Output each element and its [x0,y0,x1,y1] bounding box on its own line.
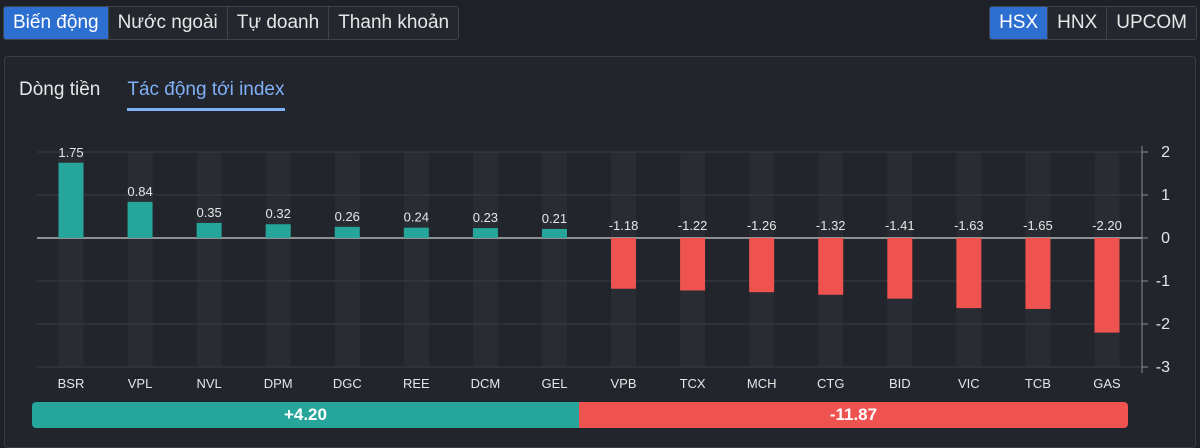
bar-bid [887,238,913,299]
exchange-tabs: HSX HNX UPCOM [989,6,1197,40]
category-label: DGC [333,376,362,391]
bar-vpl [127,201,153,238]
category-label: GAS [1093,376,1121,391]
value-label: -1.18 [609,218,639,233]
value-label: 1.75 [58,145,83,160]
bar-nvl [196,222,222,238]
column-band [403,152,429,367]
subtab-tac-dong-index[interactable]: Tác động tới index [127,79,285,111]
tab-upcom[interactable]: UPCOM [1107,7,1196,39]
column-band [472,152,498,367]
bar-dcm [472,228,498,238]
bar-ree [403,227,429,238]
tab-thanh-khoan[interactable]: Thanh khoản [329,7,459,39]
value-label: 0.84 [127,184,152,199]
y-tick-label: 1 [1161,187,1170,204]
value-label: -1.41 [885,218,915,233]
tab-tu-doanh[interactable]: Tự doanh [227,7,330,39]
bar-bsr [58,162,84,238]
value-label: 0.21 [542,211,567,226]
y-tick-label: -1 [1156,273,1170,290]
column-band [334,152,360,367]
subtab-dong-tien[interactable]: Dòng tiền [19,79,101,100]
category-label: TCX [680,376,706,391]
value-label: -1.32 [816,218,846,233]
sub-tabs: Dòng tiền Tác động tới index [19,79,285,111]
value-label: 0.24 [404,210,429,225]
value-label: -2.20 [1092,218,1122,233]
value-label: 0.32 [266,206,291,221]
total-negative: -11.87 [578,402,1128,428]
category-label: TCB [1025,376,1051,391]
value-label: 0.26 [335,209,360,224]
index-impact-chart: 2 1 0 -1 -2 -3 1.75 BSR 0.84 VPL 0.35 NVL 0.32 DPM 0.2… [37,144,1170,391]
y-tick-label: -2 [1156,316,1170,333]
column-band [196,152,222,367]
totals-bar: +4.20 -11.87 [32,402,1128,428]
market-tabs: Biến động Nước ngoài Tự doanh Thanh khoả… [3,6,460,40]
bar-dgc [334,226,360,238]
column-band [127,152,153,367]
column-band [265,152,291,367]
bar-vic [956,238,982,309]
bar-gel [541,228,567,238]
bar-tcx [680,238,706,291]
category-label: BSR [58,376,85,391]
value-label: -1.26 [747,218,777,233]
bar-ctg [818,238,844,295]
value-label: -1.63 [954,218,984,233]
category-label: VPL [128,376,153,391]
category-label: GEL [541,376,567,391]
category-label: VPB [611,376,637,391]
value-label: 0.35 [196,205,221,220]
column-band [541,152,567,367]
category-label: VIC [958,376,980,391]
tab-bien-dong[interactable]: Biến động [4,7,109,39]
total-positive: +4.20 [32,402,579,428]
bar-mch [749,238,775,293]
y-tick-label: 2 [1161,144,1170,161]
category-label: NVL [196,376,221,391]
category-label: DCM [471,376,501,391]
y-tick-label: -3 [1156,359,1170,376]
bar-vpb [611,238,637,289]
category-label: BID [889,376,911,391]
category-label: MCH [747,376,777,391]
value-label: -1.65 [1023,218,1053,233]
bar-gas [1094,238,1120,333]
category-label: DPM [264,376,293,391]
value-label: -1.22 [678,218,708,233]
tab-hsx[interactable]: HSX [990,7,1049,39]
tab-hnx[interactable]: HNX [1048,7,1108,39]
y-tick-label: 0 [1161,230,1170,247]
bar-tcb [1025,238,1051,309]
bar-dpm [265,224,291,238]
tab-nuoc-ngoai[interactable]: Nước ngoài [108,7,228,39]
category-label: CTG [817,376,844,391]
value-label: 0.23 [473,210,498,225]
category-label: REE [403,376,430,391]
